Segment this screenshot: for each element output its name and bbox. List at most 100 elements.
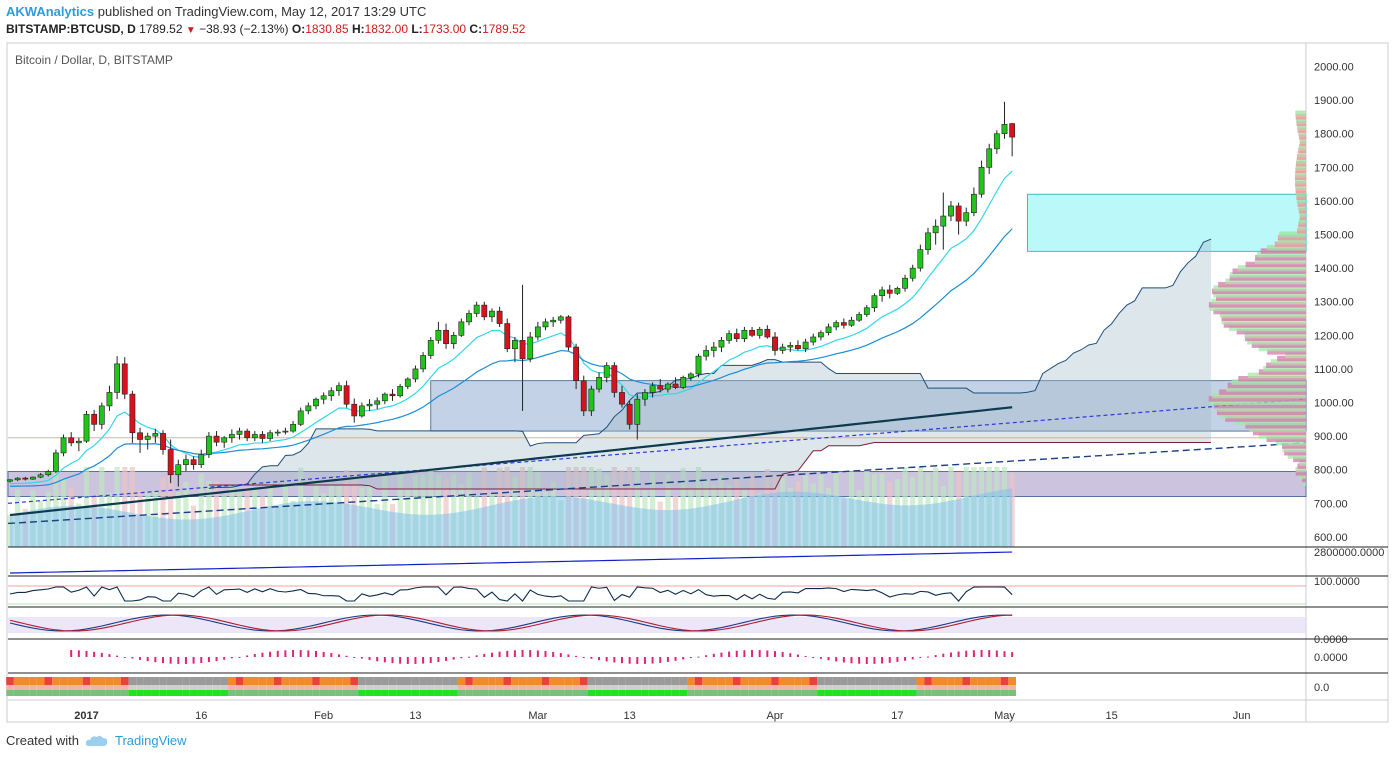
volume-profile-bar xyxy=(1295,191,1306,197)
macd-histogram-bar xyxy=(406,657,409,664)
trend-strip-cell xyxy=(457,677,466,685)
volume-profile-bar xyxy=(1223,322,1306,328)
trend-strip-cell xyxy=(358,690,366,696)
trend-strip-cell xyxy=(518,677,527,685)
candle-body xyxy=(68,437,75,444)
volume-profile-bar xyxy=(1215,295,1306,301)
macd-histogram-bar xyxy=(299,650,302,657)
macd-histogram-bar xyxy=(360,657,363,659)
trend-strip-cell xyxy=(411,685,420,690)
volume-bar xyxy=(160,477,166,547)
trend-strip-cell xyxy=(243,685,251,690)
trend-strip-cell xyxy=(404,690,412,696)
trend-strip-cell xyxy=(924,685,932,690)
candle-body xyxy=(351,403,358,417)
trend-strip-cell xyxy=(526,677,535,685)
volume-profile-bar xyxy=(1296,160,1306,167)
trend-strip-cell xyxy=(296,677,305,685)
macd-histogram-bar xyxy=(139,657,142,660)
trend-strip-cell xyxy=(480,690,489,696)
candle-body xyxy=(932,225,939,234)
date-tick-label: 13 xyxy=(409,710,421,722)
trend-strip-cell xyxy=(671,685,680,690)
candle-body xyxy=(152,433,159,437)
trend-strip-cell xyxy=(564,690,573,696)
volume-profile-bar xyxy=(1285,352,1306,358)
trend-strip-cell xyxy=(251,690,259,696)
ichimoku-cloud xyxy=(208,239,1212,490)
macd-histogram-bar xyxy=(169,657,172,664)
trend-strip-cell xyxy=(6,677,14,685)
trend-strip-cell xyxy=(901,677,909,685)
trend-strip-cell xyxy=(755,677,764,685)
volume-profile-bar xyxy=(1270,359,1306,365)
trend-strip-cell xyxy=(564,677,573,685)
trend-strip-cell xyxy=(159,690,167,696)
candle-body xyxy=(267,432,273,439)
trend-strip-cell xyxy=(243,677,251,685)
trend-strip-cell xyxy=(954,685,963,690)
trend-strip-cell xyxy=(610,690,619,696)
trend-strip-cell xyxy=(725,690,733,696)
trend-strip-cell xyxy=(847,690,856,696)
long-moving-average xyxy=(9,406,1013,517)
candle-body xyxy=(626,403,633,425)
trend-strip-cell xyxy=(197,685,206,690)
trend-strip-cell xyxy=(335,685,343,690)
trend-strip-cell xyxy=(717,690,726,696)
candle-body xyxy=(611,365,618,393)
macd-histogram-bar xyxy=(123,657,126,658)
candle-body xyxy=(213,435,220,443)
stochastic-axis-label: 0.0000 xyxy=(1314,634,1348,646)
trend-strip-cell xyxy=(442,677,450,685)
volume-profile-bar xyxy=(1225,278,1306,285)
macd-histogram-bar xyxy=(445,657,448,661)
candle-body xyxy=(450,335,457,345)
macd-histogram-bar xyxy=(207,657,210,663)
trend-strip-cell xyxy=(1008,677,1016,685)
macd-histogram-bar xyxy=(468,656,470,658)
trend-strip-cell xyxy=(1000,690,1009,696)
candle-body xyxy=(710,346,717,351)
price-tick-label: 1900.00 xyxy=(1314,95,1354,107)
trend-strip-cell xyxy=(381,685,389,690)
candle-body xyxy=(550,319,557,323)
volume-profile-bar xyxy=(1298,221,1306,227)
macd-histogram-bar xyxy=(636,657,639,664)
trend-strip-cell xyxy=(970,685,978,690)
trend-strip-cell xyxy=(687,685,695,690)
trend-strip-cell xyxy=(801,677,810,685)
trend-strip-cell xyxy=(457,685,466,690)
candle-body xyxy=(565,316,572,348)
macd-histogram-bar xyxy=(70,650,73,657)
candle-body xyxy=(848,319,855,326)
volume-profile-bar xyxy=(1297,127,1306,133)
trend-strip-cell xyxy=(235,685,244,690)
trend-strip-cell xyxy=(732,677,741,685)
trend-strip-cell xyxy=(6,690,14,696)
symbol-name: BITSTAMP:BTCUSD, D xyxy=(6,22,136,36)
trend-strip-cell xyxy=(786,685,795,690)
trend-strip-cell xyxy=(136,677,144,685)
tradingview-link[interactable]: TradingView xyxy=(114,733,187,748)
trend-strip-cell xyxy=(534,685,542,690)
macd-histogram-bar xyxy=(269,651,272,657)
trend-strip-cell xyxy=(832,685,841,690)
trend-strip-cell xyxy=(174,677,183,685)
trend-strip-cell xyxy=(212,685,221,690)
trend-strip-cell xyxy=(794,690,802,696)
trend-strip-cell xyxy=(625,685,634,690)
macd-histogram-bar xyxy=(162,657,164,664)
volume-profile-bar xyxy=(1299,137,1306,143)
trend-strip-cell xyxy=(503,685,512,690)
trend-strip-cell xyxy=(863,690,871,696)
candle-body xyxy=(772,336,778,351)
trend-strip-cell xyxy=(426,690,435,696)
trend-strip-cell xyxy=(52,677,60,685)
candle-body xyxy=(986,148,993,168)
author-link[interactable]: AKWAnalytics xyxy=(6,4,95,19)
volume-average-area xyxy=(10,488,1013,547)
trend-strip-cell xyxy=(794,677,802,685)
volume-profile-bar xyxy=(1226,386,1306,392)
